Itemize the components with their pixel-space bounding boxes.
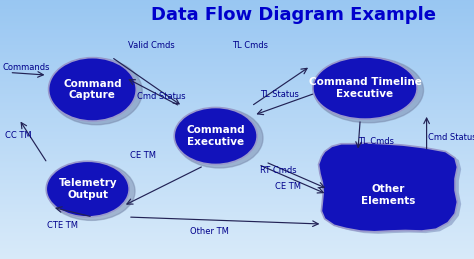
- Text: TL Cmds: TL Cmds: [232, 41, 268, 50]
- Text: Data Flow Diagram Example: Data Flow Diagram Example: [151, 6, 437, 24]
- Text: Telemetry
Output: Telemetry Output: [58, 178, 117, 200]
- Text: Command Timeline
Executive: Command Timeline Executive: [309, 77, 421, 99]
- Polygon shape: [319, 143, 457, 232]
- Text: TL Status: TL Status: [260, 90, 299, 99]
- Polygon shape: [322, 145, 461, 234]
- Text: TL Cmds: TL Cmds: [358, 137, 394, 146]
- Ellipse shape: [314, 57, 424, 123]
- Text: CC TM: CC TM: [5, 132, 31, 140]
- Text: Command
Executive: Command Executive: [186, 125, 245, 147]
- Text: Valid Cmds: Valid Cmds: [128, 41, 175, 50]
- Ellipse shape: [46, 161, 129, 217]
- Text: Command
Capture: Command Capture: [63, 78, 122, 100]
- Ellipse shape: [50, 58, 142, 125]
- Ellipse shape: [48, 162, 135, 220]
- Ellipse shape: [176, 108, 263, 168]
- Text: Commands: Commands: [2, 63, 50, 72]
- Text: CTE TM: CTE TM: [47, 221, 78, 230]
- Text: Cmd Status: Cmd Status: [137, 92, 186, 101]
- Text: Cmd Status: Cmd Status: [428, 133, 474, 142]
- Text: CE TM: CE TM: [275, 183, 301, 191]
- Ellipse shape: [313, 57, 417, 119]
- Text: CE TM: CE TM: [130, 151, 156, 160]
- Text: RT Cmds: RT Cmds: [260, 167, 296, 175]
- Text: Other
Elements: Other Elements: [362, 184, 416, 206]
- Ellipse shape: [174, 107, 257, 164]
- Ellipse shape: [49, 57, 137, 121]
- Text: Other TM: Other TM: [190, 227, 228, 236]
